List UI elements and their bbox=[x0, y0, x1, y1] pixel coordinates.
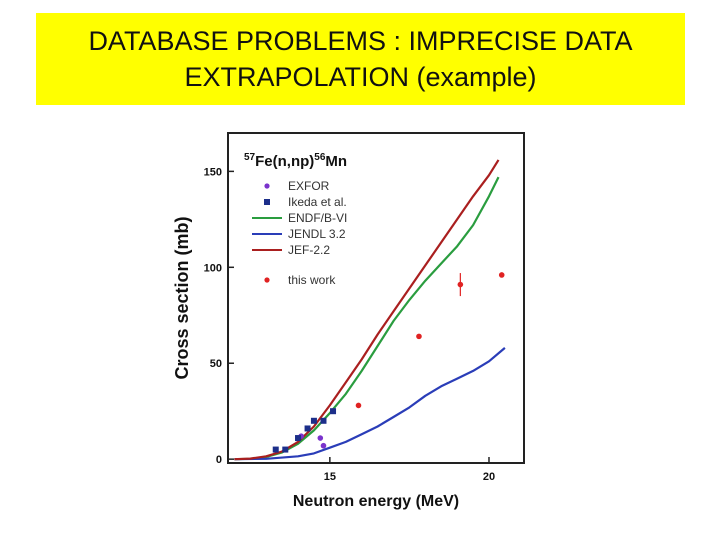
data-point-this-work bbox=[416, 333, 422, 340]
data-point-ikeda-et-al bbox=[320, 417, 327, 424]
legend-label-ikeda-et-al: Ikeda et al. bbox=[288, 195, 347, 209]
data-point-this-work bbox=[498, 272, 505, 278]
reaction-text: Fe(n,np) bbox=[255, 153, 314, 170]
legend: EXFOR Ikeda et al. ENDF/B-VI JENDL 3.2 JEF-2… bbox=[252, 179, 347, 287]
legend-label-this-work: this work bbox=[288, 273, 336, 287]
plot-frame bbox=[227, 132, 525, 464]
data-point-exfor bbox=[317, 435, 324, 441]
y-tick-label-100: 100 bbox=[204, 262, 222, 274]
data-point-ikeda-et-al bbox=[295, 435, 302, 442]
reaction-superscript: 57 bbox=[244, 152, 256, 163]
x-axis-label: Neutron energy (MeV) bbox=[293, 493, 459, 510]
legend-label-jef-2-2: JEF-2.2 bbox=[288, 243, 330, 257]
series-line-jef-2-2 bbox=[234, 159, 500, 461]
reaction-label: 57Fe(n,np)56Mn bbox=[244, 152, 347, 170]
series-line-endf-b-vi bbox=[234, 176, 500, 461]
data-point-this-work bbox=[457, 281, 464, 288]
reaction-superscript: 56 bbox=[314, 152, 326, 163]
y-axis-label: Cross section (mb) bbox=[172, 216, 192, 379]
data-point-this-work bbox=[355, 402, 362, 409]
data-point-ikeda-et-al bbox=[272, 446, 279, 453]
data-point-ikeda-et-al bbox=[310, 417, 317, 424]
series-curves bbox=[234, 159, 506, 461]
legend-label-exfor: EXFOR bbox=[288, 179, 330, 193]
slide-title-line-2: EXTRAPOLATION (example) bbox=[184, 62, 537, 92]
axis-ticks: 0 50 100 150 15 20 bbox=[204, 166, 495, 483]
data-point-ikeda-et-al bbox=[282, 446, 289, 453]
title-banner: DATABASE PROBLEMS : IMPRECISE DATA EXTRA… bbox=[36, 13, 685, 105]
y-tick-label-50: 50 bbox=[210, 358, 222, 370]
data-point-ikeda-et-al bbox=[304, 425, 311, 432]
legend-swatch-this-work bbox=[264, 277, 270, 283]
data-point-ikeda-et-al bbox=[330, 408, 337, 415]
reaction-text: Mn bbox=[325, 153, 347, 170]
y-tick-label-0: 0 bbox=[216, 454, 222, 466]
legend-label-endf-b-vi: ENDF/B-VI bbox=[288, 211, 347, 225]
x-tick-label-20: 20 bbox=[483, 471, 495, 483]
y-tick-label-150: 150 bbox=[204, 166, 222, 178]
data-point-exfor bbox=[320, 442, 327, 449]
legend-label-jendl-3-2: JENDL 3.2 bbox=[288, 227, 346, 241]
legend-swatch-exfor bbox=[264, 183, 270, 189]
slide-title-line-1: DATABASE PROBLEMS : IMPRECISE DATA bbox=[88, 26, 633, 56]
legend-swatch-ikeda-et-al bbox=[264, 199, 270, 205]
series-line-jendl-3-2 bbox=[234, 347, 506, 461]
series-markers bbox=[272, 272, 505, 453]
x-tick-label-15: 15 bbox=[324, 471, 336, 483]
